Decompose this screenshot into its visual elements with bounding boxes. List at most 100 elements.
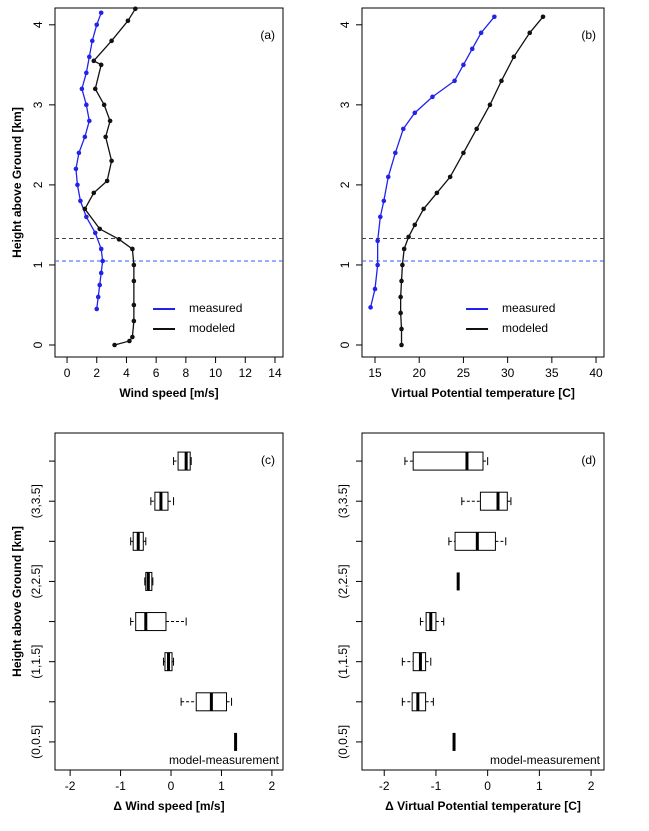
profile-point [91, 58, 97, 64]
profile-point [75, 182, 80, 188]
profile-point [100, 258, 105, 264]
y-tick-label: (0,0.5] [29, 725, 43, 759]
profile-point [381, 198, 387, 204]
profile-point [511, 54, 517, 60]
y-tick-label: (3,3.5] [336, 484, 350, 518]
profile-point [131, 302, 137, 308]
profile-point [98, 10, 104, 16]
y-tick-label: 0 [338, 341, 352, 348]
profile-point [375, 262, 380, 268]
panel-label: (a) [260, 28, 275, 42]
y-axis-label: Height above Ground [km] [10, 107, 24, 258]
profile-point [130, 246, 135, 252]
profile-point [87, 54, 92, 60]
profile-point [447, 174, 453, 180]
x-tick-label: 1 [536, 779, 543, 793]
x-tick-label: 4 [123, 366, 130, 380]
y-tick-label: 3 [338, 101, 352, 108]
profile-point [98, 270, 104, 276]
profile-point [399, 342, 404, 348]
x-tick-label: 15 [368, 366, 382, 380]
profile-point [76, 150, 82, 156]
profile-point [527, 30, 533, 36]
profile-point [378, 214, 383, 220]
x-tick-label: 8 [183, 366, 190, 380]
plot-frame [361, 432, 605, 771]
y-tick-label: 0 [31, 341, 45, 348]
x-axis-label: Δ Virtual Potential temperature [C] [385, 799, 581, 813]
box [135, 612, 167, 632]
profile-point [98, 246, 104, 252]
profile-point [109, 158, 114, 164]
x-tick-label: 30 [501, 366, 515, 380]
profile-point [97, 226, 103, 232]
profile-point [393, 150, 398, 156]
box [177, 451, 191, 471]
profile-point [131, 278, 137, 284]
plot-frame [361, 7, 605, 358]
profile-point [461, 62, 466, 68]
y-tick-label: 3 [31, 101, 45, 108]
y-tick-label: 4 [338, 21, 352, 28]
profile-point [131, 262, 137, 268]
profile-point [400, 262, 405, 268]
profile-point [82, 206, 88, 212]
x-tick-label: 12 [239, 366, 253, 380]
profile-point [368, 305, 373, 310]
profile-point [107, 118, 113, 124]
x-axis-label: Wind speed [m/s] [119, 386, 218, 400]
profile-point [474, 126, 479, 132]
profile-point [133, 6, 138, 12]
panel-label: (b) [581, 28, 596, 42]
profile-point [89, 38, 95, 44]
profile-point [116, 237, 122, 242]
legend-label: measured [502, 301, 555, 315]
y-tick-label: (1,1.5] [29, 645, 43, 679]
profile-point [127, 338, 132, 344]
profile-point [84, 70, 89, 76]
x-tick-label: 0 [64, 366, 71, 380]
y-tick-label: 2 [338, 181, 352, 188]
x-tick-label: 2 [93, 366, 100, 380]
profile-point [94, 306, 100, 312]
y-tick-label: (3,3.5] [29, 484, 43, 518]
profile-point [103, 134, 108, 140]
panel-label: (d) [581, 453, 596, 467]
y-tick-label: 2 [31, 181, 45, 188]
profile-point [112, 342, 117, 348]
profile-point [84, 214, 89, 220]
profile-point [91, 190, 97, 196]
profile-point [125, 18, 131, 24]
y-tick-label: (1,1.5] [336, 645, 350, 679]
x-tick-label: -1 [431, 779, 442, 793]
x-axis-label: Δ Wind speed [m/s] [113, 799, 224, 813]
profile-point [109, 38, 114, 44]
x-tick-label: 10 [209, 366, 223, 380]
profile-point [399, 278, 404, 284]
y-tick-label: 1 [338, 261, 352, 268]
x-tick-label: 40 [589, 366, 603, 380]
box [454, 531, 496, 551]
profile-point [375, 238, 380, 244]
y-tick-label: 4 [31, 21, 45, 28]
profile-point [130, 334, 135, 340]
x-tick-label: 2 [588, 779, 595, 793]
profile-point [97, 282, 103, 288]
x-tick-label: 0 [484, 779, 491, 793]
x-tick-label: 20 [413, 366, 427, 380]
x-tick-label: -2 [379, 779, 390, 793]
profile-point [95, 294, 101, 300]
legend-label: modeled [502, 321, 548, 335]
profile-point [406, 234, 411, 240]
y-tick-label: (0,0.5] [336, 725, 350, 759]
profile-point [101, 102, 107, 108]
legend-label: measured [189, 301, 242, 315]
profile-point [412, 110, 418, 116]
profile-point [487, 102, 493, 108]
profile-point [94, 22, 100, 28]
profile-line [369, 16, 495, 308]
profile-point [430, 94, 435, 100]
x-tick-label: 14 [268, 366, 282, 380]
profile-point [499, 78, 504, 84]
